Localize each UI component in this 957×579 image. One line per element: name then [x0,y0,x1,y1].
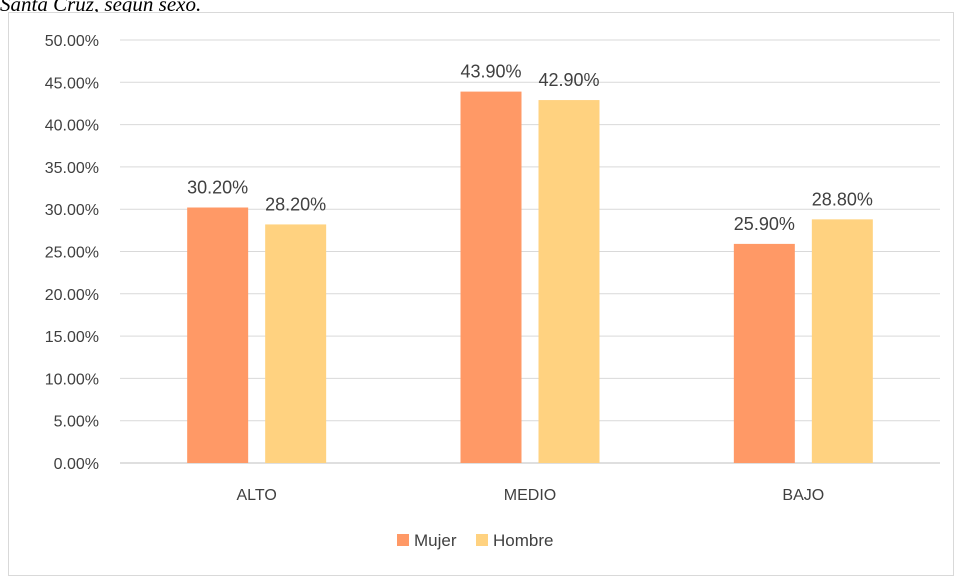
legend-swatch-hombre [476,534,488,546]
y-tick-label: 20.00% [45,287,99,304]
legend-label-mujer: Mujer [414,531,457,550]
y-tick-label: 25.00% [45,245,99,262]
y-tick-label: 30.00% [45,202,99,219]
legend-swatch-mujer [397,534,409,546]
data-label: 28.80% [812,189,873,209]
x-tick-label: BAJO [782,487,824,504]
y-tick-label: 35.00% [45,160,99,177]
y-tick-label: 50.00% [45,33,99,50]
bar-hombre [265,224,327,463]
y-tick-label: 15.00% [45,329,99,346]
y-tick-label: 40.00% [45,118,99,135]
bar-hombre [538,100,600,463]
bar-mujer [733,243,795,463]
x-tick-label: MEDIO [504,487,556,504]
data-label: 42.90% [538,70,599,90]
data-label: 43.90% [460,62,521,82]
y-tick-label: 5.00% [54,414,99,431]
legend-label-hombre: Hombre [493,531,553,550]
y-tick-label: 0.00% [54,456,99,473]
bar-mujer [187,207,249,463]
x-tick-label: ALTO [237,487,277,504]
y-tick-label: 45.00% [45,75,99,92]
data-label: 30.20% [187,178,248,198]
data-label: 25.90% [734,214,795,234]
bar-hombre [811,219,873,463]
bar-mujer [460,91,522,463]
y-tick-label: 10.00% [45,371,99,388]
data-label: 28.20% [265,194,326,214]
